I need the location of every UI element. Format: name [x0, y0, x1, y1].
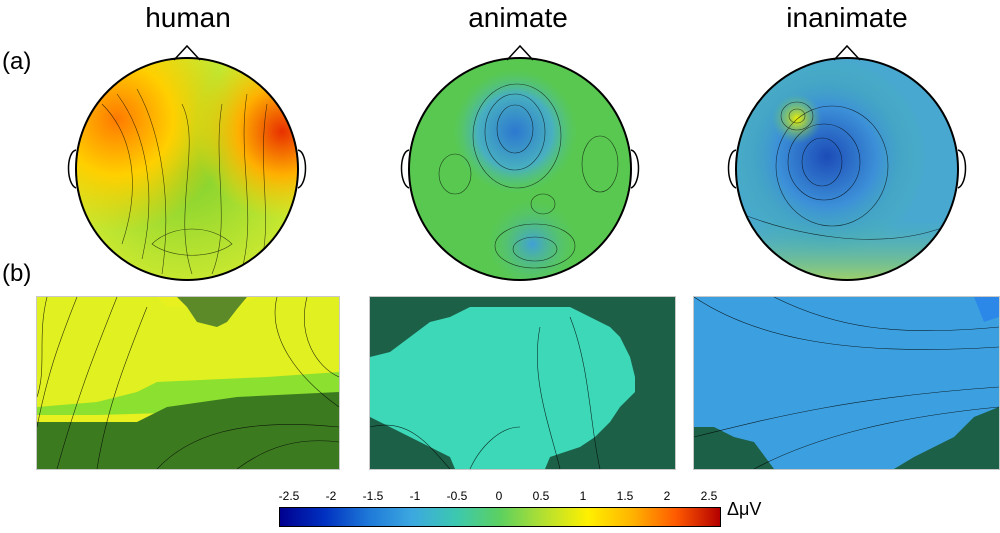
colorbar-tick: 2.5	[700, 489, 718, 503]
topomap-animate	[400, 44, 640, 281]
colorbar-tick: 0	[495, 489, 503, 503]
column-title-human: human	[145, 2, 231, 33]
column-title-inanimate: inanimate	[786, 2, 908, 33]
column-title-animate: animate	[468, 2, 568, 33]
colorbar: -2.5 -2 -1.5 -1 -0.5 0 0.5 1 1.5 2 2.5	[279, 488, 721, 528]
colorbar-tick: 2	[663, 489, 671, 503]
colorbar-unit-label: ΔμV	[727, 499, 762, 519]
colorbar-tick: -1.5	[362, 489, 384, 503]
cortical-map-human	[36, 296, 340, 470]
colorbar-tick: -0.5	[446, 489, 468, 503]
colorbar-tick: 1	[579, 489, 587, 503]
cortical-map-animate	[369, 296, 676, 470]
colorbar-gradient	[279, 507, 721, 527]
colorbar-tick: -1	[409, 489, 421, 503]
topomap-inanimate	[727, 44, 967, 281]
row-label-a: (a)	[2, 48, 32, 75]
topomap-human	[67, 44, 307, 281]
colorbar-tick: 0.5	[532, 489, 550, 503]
colorbar-tick: -2.5	[278, 489, 300, 503]
colorbar-tick: -2	[325, 489, 337, 503]
cortical-map-inanimate	[693, 296, 1000, 470]
colorbar-tick: 1.5	[616, 489, 634, 503]
row-label-b: (b)	[2, 260, 32, 287]
